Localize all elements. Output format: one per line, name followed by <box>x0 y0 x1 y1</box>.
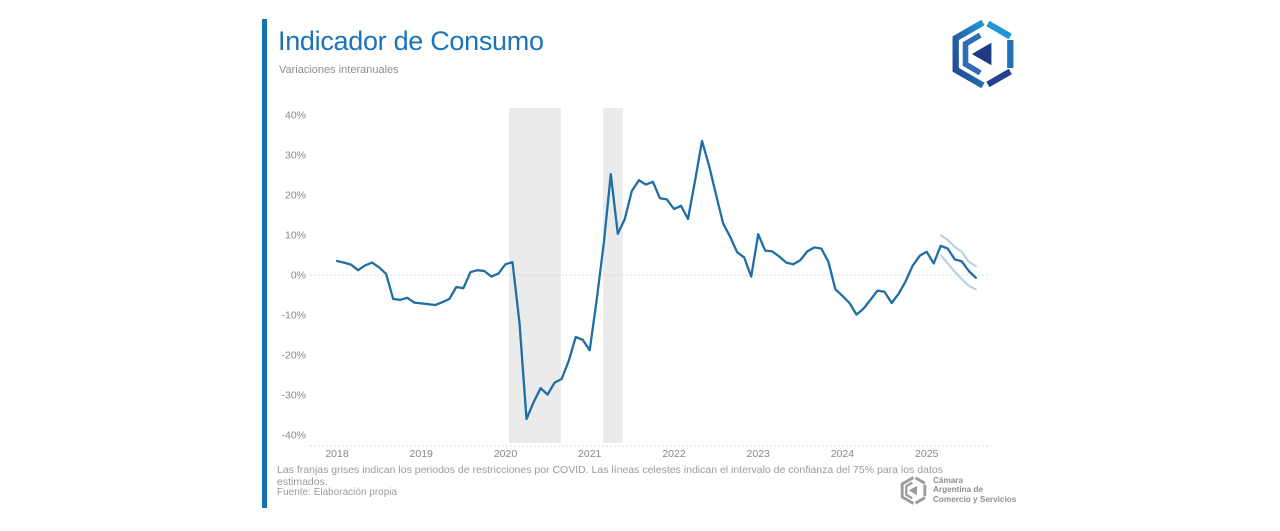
svg-text:2024: 2024 <box>831 448 855 460</box>
consumption-chart-svg: 40% 30% 20% 10% 0% -10% -20% -30% -40% 2018 2019 20… <box>281 108 988 460</box>
svg-text:-30%: -30% <box>281 390 306 402</box>
svg-text:10%: 10% <box>285 230 306 242</box>
cac-footer-logo: Cámara Argentina de Comercio y Servicios <box>899 475 1016 506</box>
footer-logo-line-3: Comercio y Servicios <box>933 494 1017 504</box>
page-subtitle: Variaciones interanuales <box>279 64 399 76</box>
footer-logo-line-2: Argentina de <box>933 485 984 495</box>
chart-footnote: Las franjas grises indican los periodos … <box>277 464 943 488</box>
cac-logo-icon <box>948 16 1018 92</box>
svg-text:-20%: -20% <box>281 350 306 362</box>
svg-text:-40%: -40% <box>281 430 306 442</box>
svg-text:2019: 2019 <box>410 448 434 460</box>
source-note: Fuente: Elaboración propia <box>277 487 398 498</box>
svg-text:40%: 40% <box>285 110 306 122</box>
footer-logo-line-1: Cámara <box>933 476 964 485</box>
svg-text:2022: 2022 <box>662 448 686 460</box>
svg-text:30%: 30% <box>285 150 306 162</box>
svg-text:2021: 2021 <box>578 448 602 460</box>
svg-text:2025: 2025 <box>915 448 939 460</box>
svg-text:2023: 2023 <box>747 448 771 460</box>
svg-text:2020: 2020 <box>494 448 518 460</box>
consumption-chart: 40% 30% 20% 10% 0% -10% -20% -30% -40% 2018 2019 20… <box>270 100 1016 470</box>
svg-text:2018: 2018 <box>325 448 349 460</box>
page-title: Indicador de Consumo <box>278 26 544 56</box>
accent-bar <box>262 19 267 508</box>
svg-text:0%: 0% <box>291 270 306 282</box>
svg-text:-10%: -10% <box>281 310 306 322</box>
svg-text:20%: 20% <box>285 190 306 202</box>
cac-footer-logo-text: Cámara Argentina de Comercio y Servicios <box>933 475 1016 504</box>
cac-footer-logo-icon <box>899 475 928 506</box>
